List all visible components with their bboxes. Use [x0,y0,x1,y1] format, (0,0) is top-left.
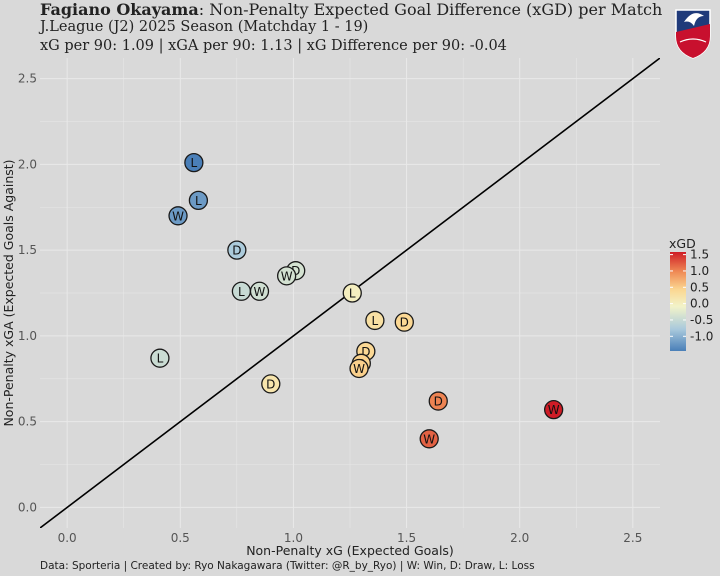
y-axis-ticks: 0.0 0.5 1.0 1.5 2.0 2.5 [18,72,37,515]
data-point-label: L [238,285,245,299]
x-tick-label: 1.0 [284,531,303,545]
data-point: L [231,281,252,301]
data-point-marker [184,152,204,173]
data-point: W [543,399,564,420]
x-tick-label: 2.0 [510,531,529,545]
data-point-marker [227,240,247,260]
data-point-label: W [172,209,184,223]
data-point: L [342,283,362,303]
x-tick-label: 2.5 [623,531,642,545]
data-point: W [168,206,188,226]
data-point-label: W [548,403,560,417]
data-point-marker [349,358,369,379]
data-point-label: L [372,314,379,328]
data-point: W [276,266,297,286]
data-point-label: L [195,194,202,208]
data-point-label: D [434,395,443,409]
caption: Data: Sporteria | Created by: Ryo Nakaga… [40,560,535,572]
data-point-label: W [353,362,365,376]
data-point-marker [261,374,281,394]
data-point: D [261,374,281,394]
data-points: LLWDDWLWLLDLDDWDDWW [150,152,564,449]
chart-subtitle: J.League (J2) 2025 Season (Matchday 1 - … [40,19,369,35]
legend-tick-label: -0.5 [690,313,713,327]
data-point-label: D [232,244,241,258]
data-point: L [188,190,209,211]
legend-colorbar [670,252,686,351]
y-tick-label: 1.5 [18,243,37,257]
data-point-marker [276,266,297,286]
data-point-label: D [266,377,275,391]
data-point-marker [342,283,362,303]
chart-title: Fagiano Okayama: Non-Penalty Expected Go… [40,0,662,19]
data-point-marker [150,348,170,368]
legend-tick-label: 0.5 [690,280,709,294]
data-point-marker [543,399,564,420]
data-point: L [150,348,170,368]
x-tick-label: 0.5 [171,531,190,545]
x-tick-label: 1.5 [397,531,416,545]
data-point: D [227,240,247,260]
data-point-label: W [254,285,266,299]
y-tick-label: 0.0 [18,500,37,514]
legend-tick-label: -1.0 [690,329,713,343]
data-point-marker [249,281,270,301]
legend-title: xGD [669,236,696,251]
data-point-label: D [361,345,370,359]
y-tick-label: 2.5 [18,72,37,86]
data-point-marker [394,312,414,332]
data-point-marker [188,190,209,211]
data-point-label: D [291,264,300,278]
legend-tick-label: 0.0 [690,297,709,311]
legend-tick-label: 1.0 [690,264,709,278]
legend-ticks: 1.5 1.0 0.5 0.0 -0.5 -1.0 [670,248,713,343]
data-point: L [184,152,204,173]
chart-stats-line: xG per 90: 1.09 | xGA per 90: 1.13 | xG … [40,38,507,54]
data-point-label: L [157,352,164,366]
data-point: W [419,429,439,449]
x-tick-label: 0.0 [58,531,77,545]
y-tick-label: 0.5 [18,415,37,429]
data-point: W [349,358,369,379]
data-point-label: W [423,432,435,446]
data-point: D [428,391,448,411]
data-point: L [365,310,385,331]
y-tick-label: 1.0 [18,329,37,343]
data-point-marker [168,206,188,226]
y-tick-label: 2.0 [18,157,37,171]
data-point-label: D [400,316,409,330]
data-point: W [249,281,270,301]
title-text: : Non-Penalty Expected Goal Difference (… [198,0,663,19]
data-point-label: L [191,156,198,170]
team-name: Fagiano Okayama [40,0,199,19]
color-legend: xGD 1.5 1.0 0.5 0.0 -0.5 -1.0 [669,236,713,351]
legend-tick-label: 1.5 [690,248,709,262]
data-point-marker [428,391,448,411]
club-crest-icon [675,9,711,59]
x-axis-ticks: 0.0 0.5 1.0 1.5 2.0 2.5 [58,531,643,545]
y-axis-title: Non-Penalty xGA (Expected Goals Against) [1,159,16,426]
data-point: D [394,312,414,332]
data-point-marker [419,429,439,449]
data-point-label: W [281,269,293,283]
data-point-label: L [349,287,356,301]
x-axis-title: Non-Penalty xG (Expected Goals) [246,543,454,558]
data-point-marker [365,310,385,331]
